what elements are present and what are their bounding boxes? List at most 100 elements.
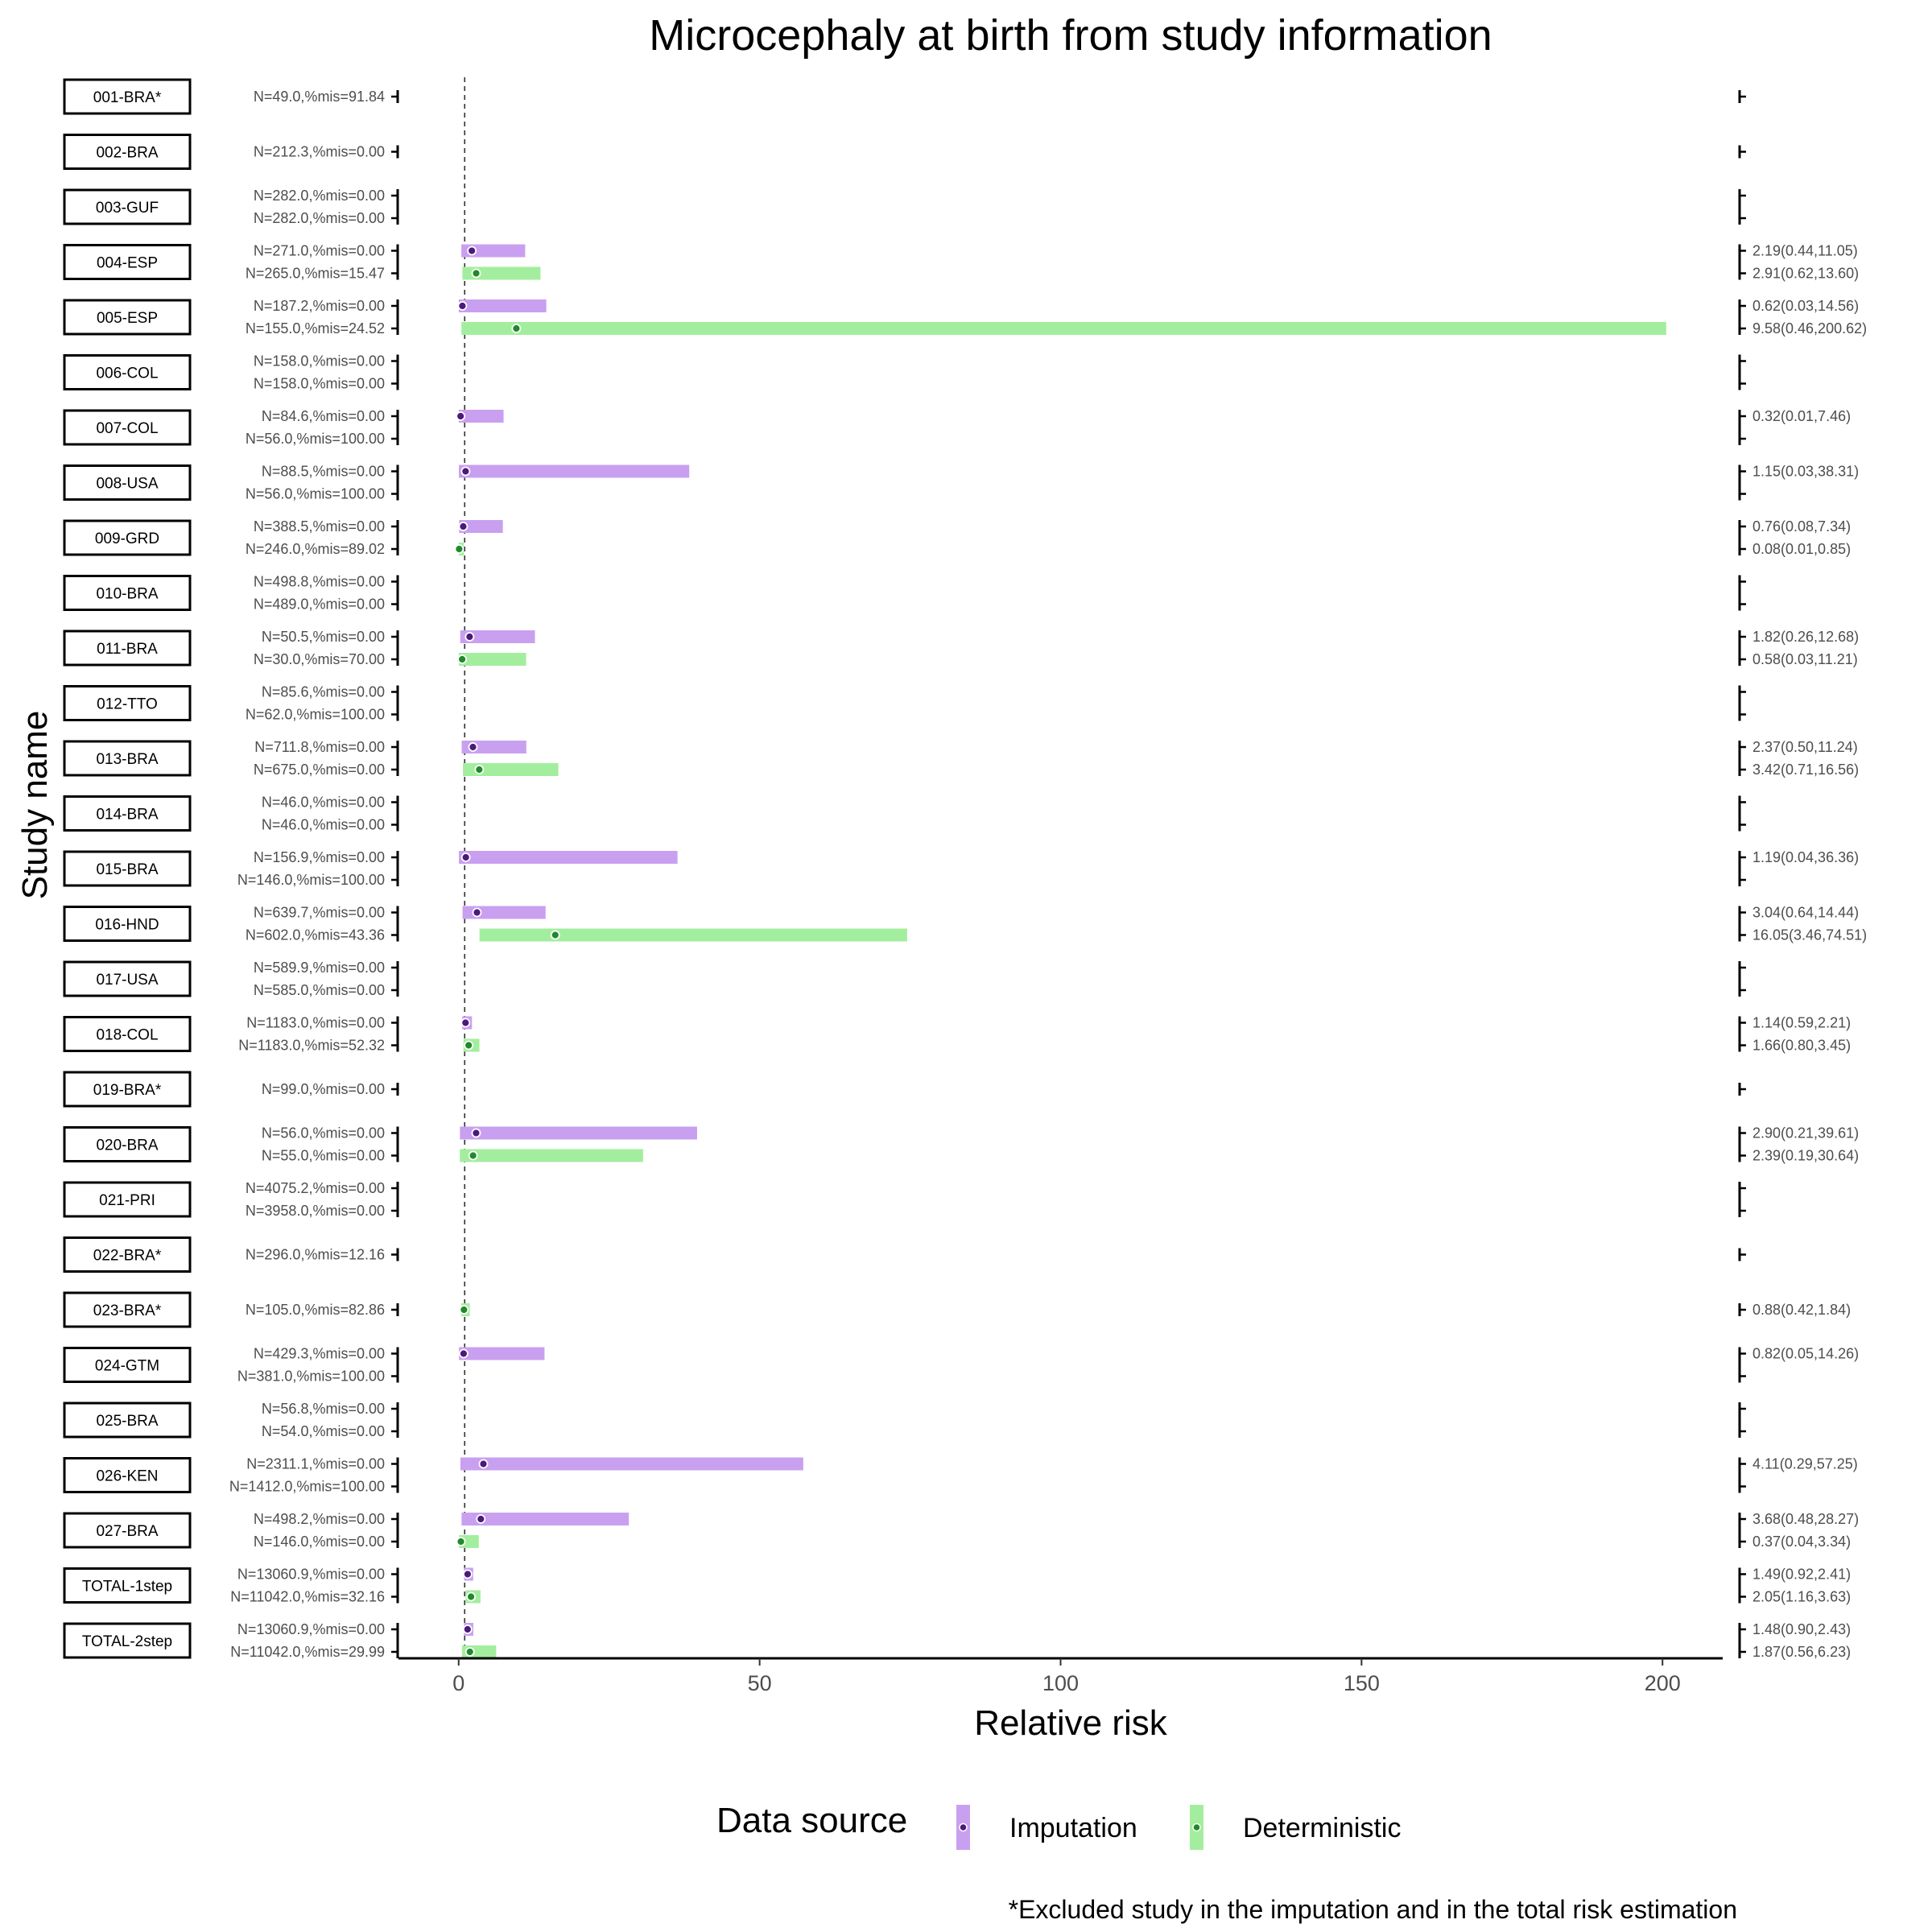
study-label-box bbox=[63, 464, 192, 501]
rr-label: 3.42(0.71,16.56) bbox=[1752, 762, 1859, 778]
n-label: N=589.9,%mis=0.00 bbox=[254, 960, 385, 976]
n-label: N=429.3,%mis=0.00 bbox=[254, 1346, 385, 1362]
point-estimate bbox=[460, 466, 471, 477]
study-label: 019-BRA* bbox=[93, 1082, 162, 1099]
rr-label: 0.82(0.05,14.26) bbox=[1752, 1346, 1859, 1362]
chart-title: Microcephaly at birth from study informa… bbox=[649, 11, 1492, 60]
point-estimate bbox=[472, 907, 482, 918]
study-group: 026-KEN N=2311.1,%mis=0.00 4.11(0.29,57.25… bbox=[63, 1456, 1858, 1495]
study-label: 005-ESP bbox=[97, 310, 158, 327]
n-label: N=212.3,%mis=0.00 bbox=[254, 144, 385, 160]
n-label: N=146.0,%mis=100.00 bbox=[237, 872, 385, 888]
study-group: 023-BRA* N=105.0,%mis=82.86 0.88(0.42,1.84… bbox=[63, 1291, 1851, 1328]
n-label: N=498.8,%mis=0.00 bbox=[254, 574, 385, 590]
ci-bar bbox=[458, 653, 526, 666]
study-group: 018-COL N=1183.0,%mis=0.00 1.14(0.59,2.21)… bbox=[63, 1015, 1851, 1054]
study-label-box bbox=[63, 244, 192, 280]
study-label: 023-BRA* bbox=[93, 1302, 162, 1319]
rr-label: 0.76(0.08,7.34) bbox=[1752, 518, 1851, 535]
point-estimate bbox=[478, 1459, 489, 1469]
study-label: 002-BRA bbox=[96, 145, 158, 162]
study-label: 006-COL bbox=[96, 365, 158, 382]
point-estimate bbox=[456, 411, 466, 421]
n-label: N=13060.9,%mis=0.00 bbox=[237, 1621, 385, 1637]
legend-dot bbox=[959, 1823, 968, 1832]
study-label: 010-BRA bbox=[96, 586, 158, 603]
study-label-box bbox=[63, 409, 192, 446]
n-label: N=675.0,%mis=0.00 bbox=[254, 762, 385, 778]
study-label-box bbox=[63, 575, 192, 611]
n-label: N=56.8,%mis=0.00 bbox=[262, 1401, 385, 1417]
n-label: N=1183.0,%mis=0.00 bbox=[246, 1015, 385, 1031]
n-label: N=1412.0,%mis=100.00 bbox=[229, 1479, 385, 1495]
n-label: N=282.0,%mis=0.00 bbox=[254, 210, 385, 226]
ci-bar bbox=[462, 266, 541, 280]
n-label: N=56.0,%mis=100.00 bbox=[246, 431, 385, 447]
rr-label: 1.87(0.56,6.23) bbox=[1752, 1644, 1851, 1660]
rr-label: 2.91(0.62,13.60) bbox=[1752, 266, 1859, 282]
n-label: N=155.0,%mis=24.52 bbox=[246, 320, 385, 336]
n-label: N=46.0,%mis=0.00 bbox=[262, 817, 385, 833]
rr-label: 1.14(0.59,2.21) bbox=[1752, 1015, 1851, 1031]
study-label-box bbox=[63, 354, 192, 390]
study-label-box bbox=[63, 960, 192, 997]
footnote: *Excluded study in the imputation and in… bbox=[1009, 1895, 1737, 1924]
study-label: 015-BRA bbox=[96, 861, 158, 878]
ci-bar bbox=[460, 630, 535, 643]
point-estimate bbox=[464, 1040, 474, 1051]
study-label-box bbox=[63, 850, 192, 887]
rr-label: 9.58(0.46,200.62) bbox=[1752, 320, 1867, 336]
study-label-box bbox=[63, 1622, 192, 1659]
rr-label: 4.11(0.29,57.25) bbox=[1752, 1456, 1858, 1472]
study-label: 011-BRA bbox=[97, 641, 158, 658]
study-group: 025-BRA N=56.8,%mis=0.00 N=54.0,%mis=0.00 bbox=[63, 1401, 1746, 1439]
n-label: N=282.0,%mis=0.00 bbox=[254, 188, 385, 204]
study-group: 011-BRA N=50.5,%mis=0.00 1.82(0.26,12.68) N… bbox=[63, 629, 1859, 667]
ci-bar bbox=[461, 244, 526, 258]
study-label-box bbox=[63, 1512, 192, 1549]
study-group: 010-BRA N=498.8,%mis=0.00 N=489.0,%mis=0.0… bbox=[63, 574, 1746, 613]
n-label: N=50.5,%mis=0.00 bbox=[262, 629, 385, 645]
point-estimate bbox=[474, 765, 485, 774]
study-label-box bbox=[63, 1236, 192, 1273]
study-group: 017-USA N=589.9,%mis=0.00 N=585.0,%mis=0.0… bbox=[63, 960, 1746, 998]
rr-label: 3.68(0.48,28.27) bbox=[1752, 1511, 1859, 1527]
study-label-box bbox=[63, 1567, 192, 1604]
study-group: 005-ESP N=187.2,%mis=0.00 0.62(0.03,14.56)… bbox=[63, 298, 1867, 336]
n-label: N=3958.0,%mis=0.00 bbox=[246, 1203, 385, 1219]
study-label: 009-GRD bbox=[95, 530, 159, 547]
study-label-box bbox=[63, 1126, 192, 1162]
point-estimate bbox=[467, 246, 477, 256]
point-estimate bbox=[462, 1624, 473, 1634]
n-label: N=62.0,%mis=100.00 bbox=[246, 707, 385, 723]
study-label: 020-BRA bbox=[96, 1137, 158, 1154]
point-estimate bbox=[460, 1018, 471, 1028]
study-label: 022-BRA* bbox=[93, 1248, 162, 1265]
study-label: 021-PRI bbox=[99, 1192, 155, 1209]
ci-bar bbox=[458, 410, 504, 423]
legend-label: Deterministic bbox=[1243, 1813, 1401, 1843]
study-label: 017-USA bbox=[96, 972, 158, 989]
n-label: N=105.0,%mis=82.86 bbox=[246, 1302, 385, 1318]
point-estimate bbox=[468, 1150, 478, 1161]
n-label: N=246.0,%mis=89.02 bbox=[246, 541, 385, 557]
point-estimate bbox=[464, 1647, 475, 1657]
rr-label: 0.08(0.01,0.85) bbox=[1752, 541, 1851, 557]
n-label: N=55.0,%mis=0.00 bbox=[262, 1148, 385, 1164]
rr-label: 2.05(1.16,3.63) bbox=[1752, 1589, 1851, 1605]
point-estimate bbox=[459, 1305, 469, 1315]
study-label: TOTAL-2step bbox=[82, 1633, 172, 1650]
point-estimate bbox=[550, 930, 560, 940]
study-group: 007-COL N=84.6,%mis=0.00 0.32(0.01,7.46) N=… bbox=[63, 408, 1851, 447]
study-label-box bbox=[63, 906, 192, 942]
point-estimate bbox=[456, 1537, 466, 1546]
ci-bar bbox=[460, 1457, 803, 1471]
study-group: 008-USA N=88.5,%mis=0.00 1.15(0.03,38.31) N… bbox=[63, 464, 1859, 502]
n-label: N=602.0,%mis=43.36 bbox=[246, 927, 385, 943]
study-group: 012-TTO N=85.6,%mis=0.00 N=62.0,%mis=100.0… bbox=[63, 684, 1746, 723]
rr-label: 0.37(0.04,3.34) bbox=[1752, 1534, 1851, 1550]
n-label: N=11042.0,%mis=29.99 bbox=[230, 1644, 385, 1660]
study-label: 008-USA bbox=[96, 476, 158, 493]
n-label: N=85.6,%mis=0.00 bbox=[262, 684, 385, 700]
legend-dot bbox=[1192, 1823, 1201, 1832]
